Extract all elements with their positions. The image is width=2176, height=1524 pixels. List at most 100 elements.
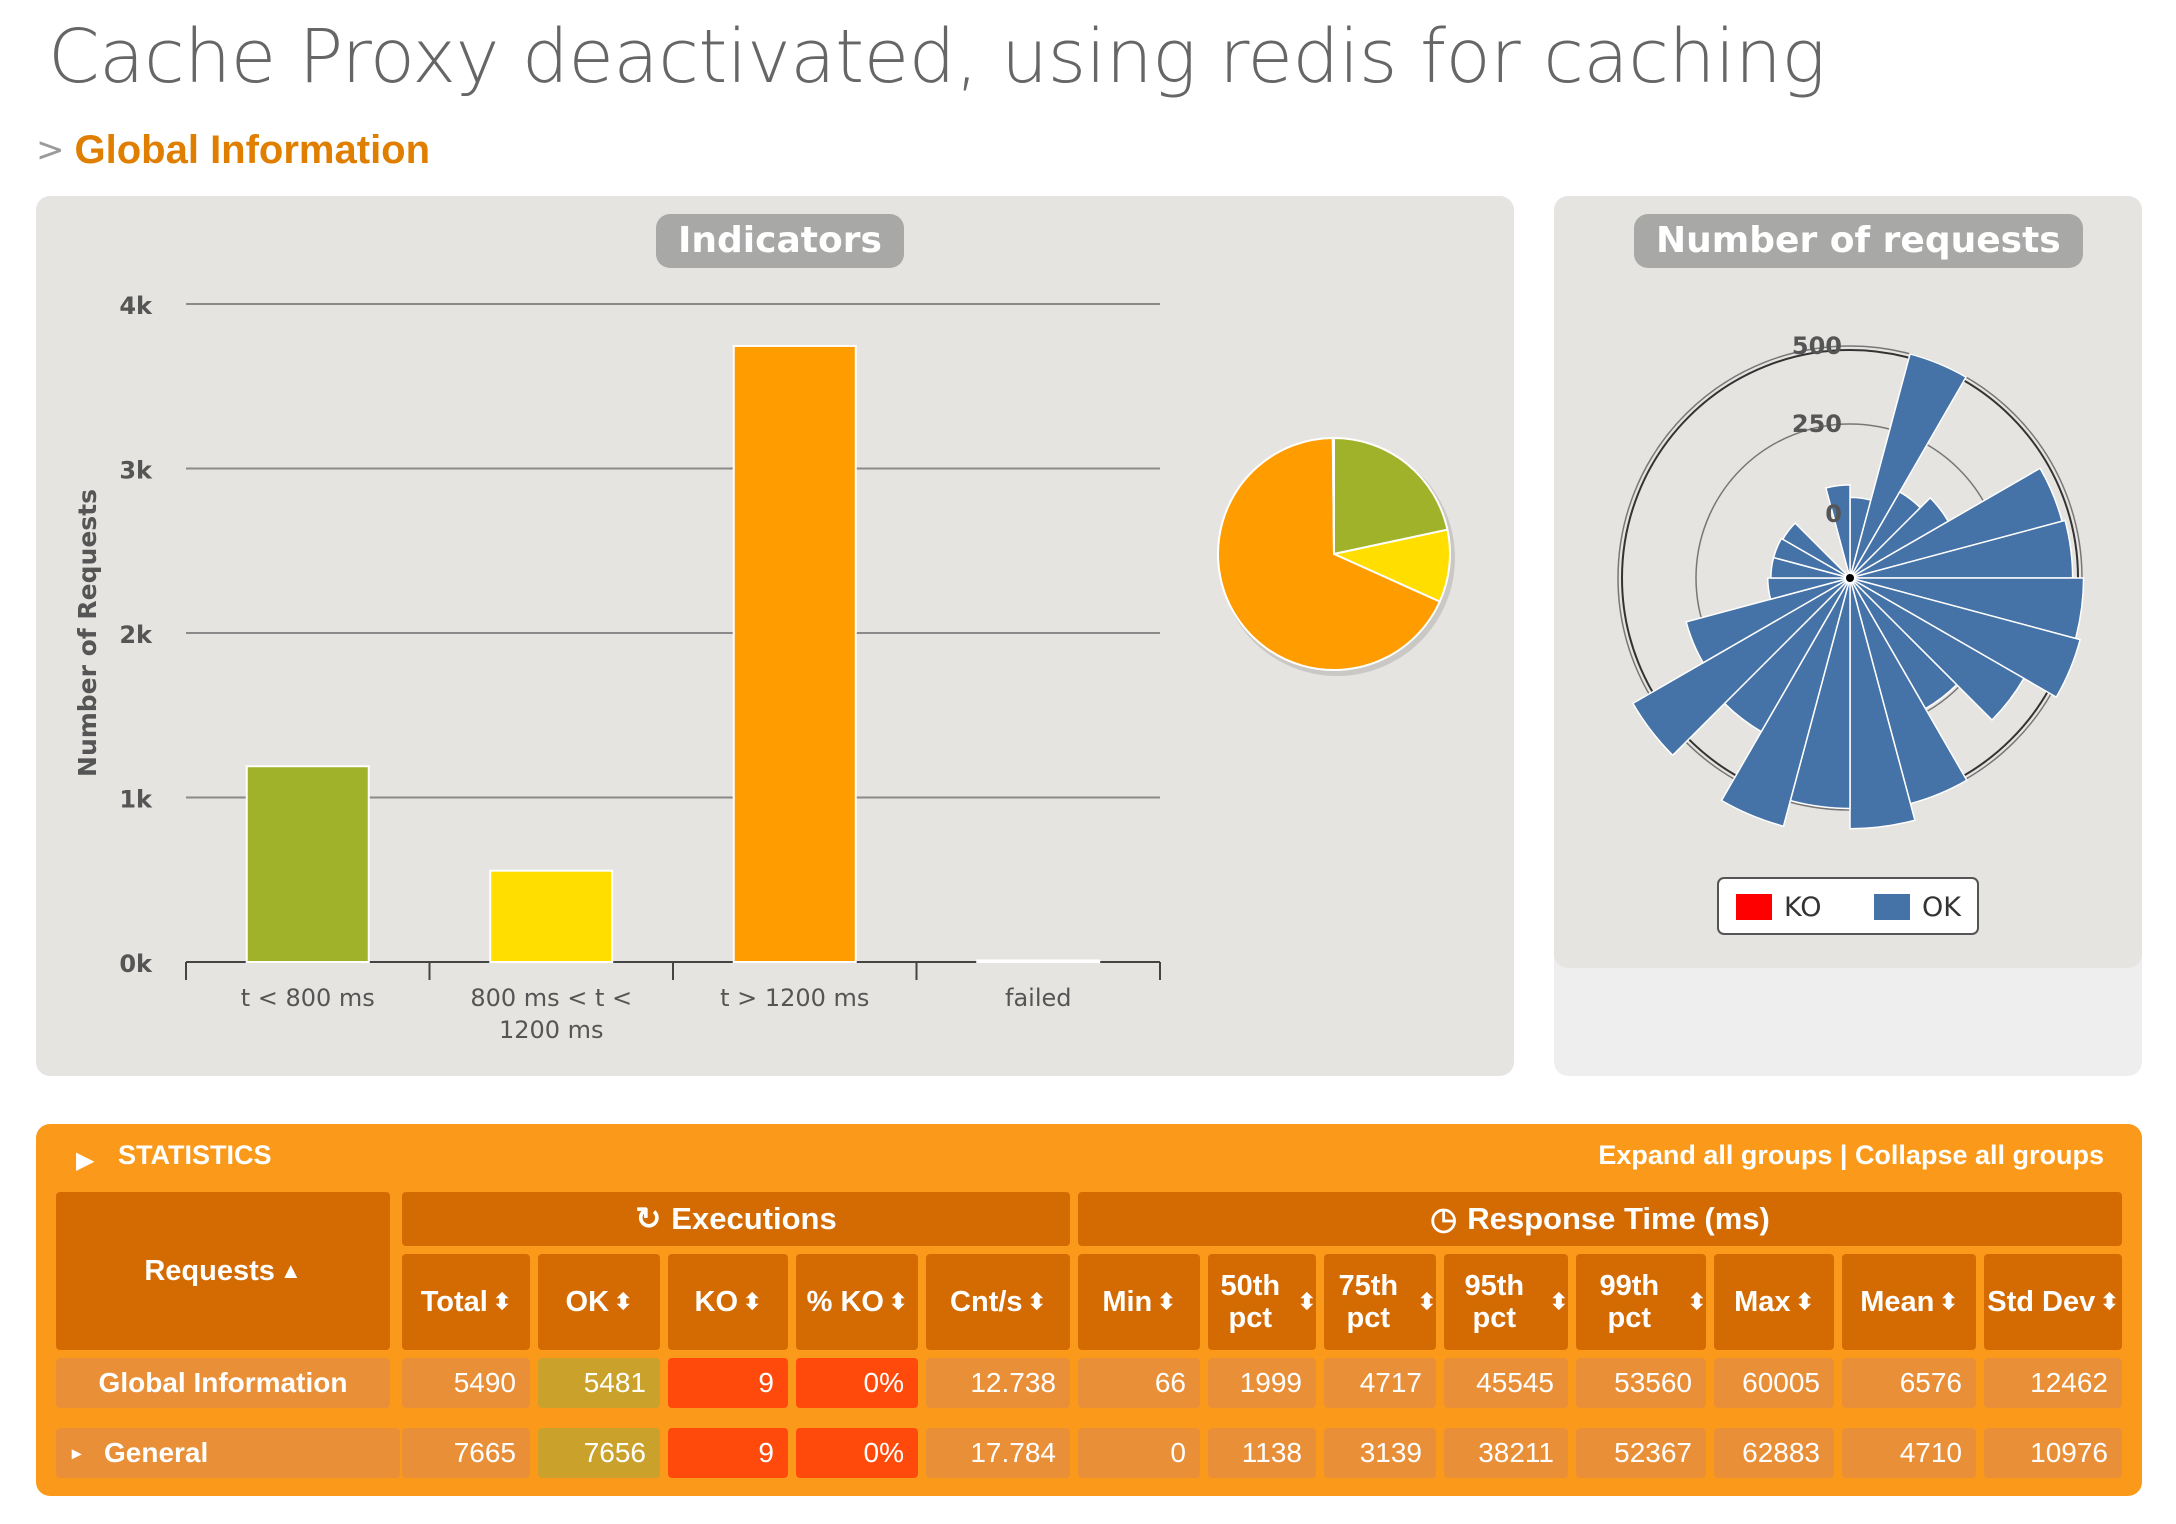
legend-box (1717, 877, 1979, 935)
column-header-label: Min (1102, 1286, 1153, 1318)
requests-panel-title: Number of requests (1634, 214, 2083, 268)
sort-icon: ⬍ (1795, 1289, 1814, 1314)
column-header-label: Max (1734, 1286, 1791, 1318)
bar-0[interactable] (245, 765, 370, 963)
sort-icon: ⬍ (1939, 1289, 1958, 1314)
column-header-mean[interactable]: Mean ⬍ (1842, 1254, 1976, 1350)
bar-1[interactable] (489, 869, 614, 964)
column-header-label: Cnt/s (950, 1286, 1023, 1318)
column-header-label: KO (694, 1286, 739, 1318)
requests-column-header[interactable]: Requests ▲ (56, 1192, 390, 1350)
column-header-min[interactable]: Min ⬍ (1078, 1254, 1200, 1350)
column-header-max[interactable]: Max ⬍ (1714, 1254, 1834, 1350)
table-cell-ok: 7656 (538, 1428, 660, 1478)
column-header--ko[interactable]: % KO ⬍ (796, 1254, 918, 1350)
table-cell-cnt-s: 17.784 (926, 1428, 1070, 1478)
radial-tick-label: 0 (1825, 500, 1842, 528)
polar-column-ok[interactable] (1631, 577, 1851, 757)
statistics-title[interactable]: STATISTICS (118, 1140, 272, 1170)
table-cell-max: 62883 (1714, 1428, 1834, 1478)
polar-column-ok[interactable] (1720, 577, 1851, 828)
sort-icon: ⬍ (743, 1289, 762, 1314)
polar-column-ok[interactable] (1849, 577, 2082, 699)
sort-icon: ⬍ (1417, 1289, 1436, 1314)
pie-slice-2[interactable] (1217, 436, 1442, 671)
column-header-ko[interactable]: KO ⬍ (668, 1254, 788, 1350)
executions-group-header: ↻ Executions (402, 1192, 1070, 1246)
table-cell-95th-pct: 38211 (1444, 1428, 1568, 1478)
legend-swatch-ok[interactable] (1874, 894, 1910, 920)
legend-label-ko[interactable]: KO (1784, 892, 1821, 923)
polar-column-ok[interactable] (1849, 577, 1916, 830)
table-cell-std-dev: 12462 (1984, 1358, 2122, 1408)
column-header-50th-pct[interactable]: 50th pct ⬍ (1208, 1254, 1316, 1350)
table-cell-50th-pct: 1999 (1208, 1358, 1316, 1408)
column-header-ok[interactable]: OK ⬍ (538, 1254, 660, 1350)
statistics-toggle-icon[interactable]: ▶ (76, 1147, 95, 1174)
section-title: Global Information (74, 127, 431, 172)
legend-label-ok[interactable]: OK (1922, 892, 1962, 923)
column-header-75th-pct[interactable]: 75th pct ⬍ (1324, 1254, 1436, 1350)
column-header-total[interactable]: Total ⬍ (402, 1254, 530, 1350)
table-cell-min: 0 (1078, 1428, 1200, 1478)
polar-column-ok[interactable] (1824, 484, 1851, 579)
bar-3[interactable] (976, 959, 1101, 963)
indicators-chart: 0k 1k 2k 3k 4k Number of Requests t < 800 ms 80… (73, 292, 1455, 1044)
section-arrow-icon: > (36, 130, 65, 170)
table-cell-50th-pct: 1138 (1208, 1428, 1316, 1478)
sort-icon: ⬍ (1027, 1289, 1046, 1314)
column-header-label: OK (565, 1286, 610, 1318)
x-tick-label: t > 1200 ms (720, 984, 869, 1012)
pie-slice-3[interactable] (1331, 436, 1335, 555)
column-header-99th-pct[interactable]: 99th pct ⬍ (1576, 1254, 1706, 1350)
column-header-label: 75th pct (1338, 1270, 1399, 1334)
column-header-label: 99th pct (1599, 1270, 1660, 1334)
column-header-95th-pct[interactable]: 95th pct ⬍ (1444, 1254, 1568, 1350)
polar-column-ok[interactable] (1772, 537, 1851, 579)
y-axis-label: Number of Requests (73, 489, 102, 777)
polar-column-ok[interactable] (1849, 577, 2025, 722)
polar-column-ok[interactable] (1781, 522, 1851, 579)
sort-icon: ⬍ (2100, 1289, 2119, 1314)
radial-tick-label: 500 (1792, 332, 1842, 360)
table-cell--ko: 0% (796, 1358, 918, 1408)
column-header-cnt-s[interactable]: Cnt/s ⬍ (926, 1254, 1070, 1350)
table-cell-75th-pct: 3139 (1324, 1428, 1436, 1478)
pie-slice-0[interactable] (1333, 436, 1449, 556)
statistics-panel: ▶ STATISTICS Expand all groups | Collaps… (36, 1124, 2142, 1496)
collapse-all-groups-link[interactable]: Collapse all groups (1854, 1140, 2104, 1170)
polar-column-ok[interactable] (1849, 352, 1968, 579)
sort-icon: ⬍ (1157, 1289, 1176, 1314)
y-tick-label: 0k (119, 950, 153, 978)
indicators-panel-title: Indicators (656, 214, 904, 268)
response-time-group-header: ◷ Response Time (ms) (1078, 1192, 2122, 1246)
table-row-name[interactable]: Global Information (56, 1358, 390, 1408)
x-tick-label: t < 800 ms (241, 984, 375, 1012)
radial-tick-label: 250 (1792, 410, 1842, 438)
section-heading: > Global Information (36, 122, 430, 178)
sort-asc-icon: ▲ (279, 1258, 302, 1283)
x-tick-label: 800 ms < t < (470, 984, 632, 1012)
expand-all-groups-link[interactable]: Expand all groups (1598, 1140, 1833, 1170)
column-header-label: Std Dev (1987, 1286, 2096, 1318)
pie-slice-1[interactable] (1330, 528, 1452, 603)
column-header-label: 50th pct (1220, 1270, 1281, 1334)
polar-column-ok[interactable] (1685, 577, 1851, 664)
polar-legend: KO OK (1717, 877, 1979, 935)
sort-icon: ⬍ (1297, 1289, 1316, 1314)
expand-row-icon[interactable]: ▸ (72, 1442, 82, 1463)
link-separator: | (1832, 1140, 1855, 1170)
table-row-name[interactable]: ▸ General (56, 1428, 400, 1478)
group-links: Expand all groups | Collapse all groups (1598, 1140, 2104, 1171)
bar-2[interactable] (732, 344, 857, 963)
column-header-std-dev[interactable]: Std Dev ⬍ (1984, 1254, 2122, 1350)
row-name-label: General (104, 1437, 209, 1468)
legend-swatch-ko[interactable] (1736, 894, 1772, 920)
polar-column-ok[interactable] (1767, 577, 1851, 601)
table-cell-max: 60005 (1714, 1358, 1834, 1408)
table-cell-ok: 5481 (538, 1358, 660, 1408)
column-header-label: Total (420, 1286, 488, 1318)
table-cell-95th-pct: 45545 (1444, 1358, 1568, 1408)
table-cell-min: 66 (1078, 1358, 1200, 1408)
requests-header-label: Requests (144, 1255, 275, 1287)
